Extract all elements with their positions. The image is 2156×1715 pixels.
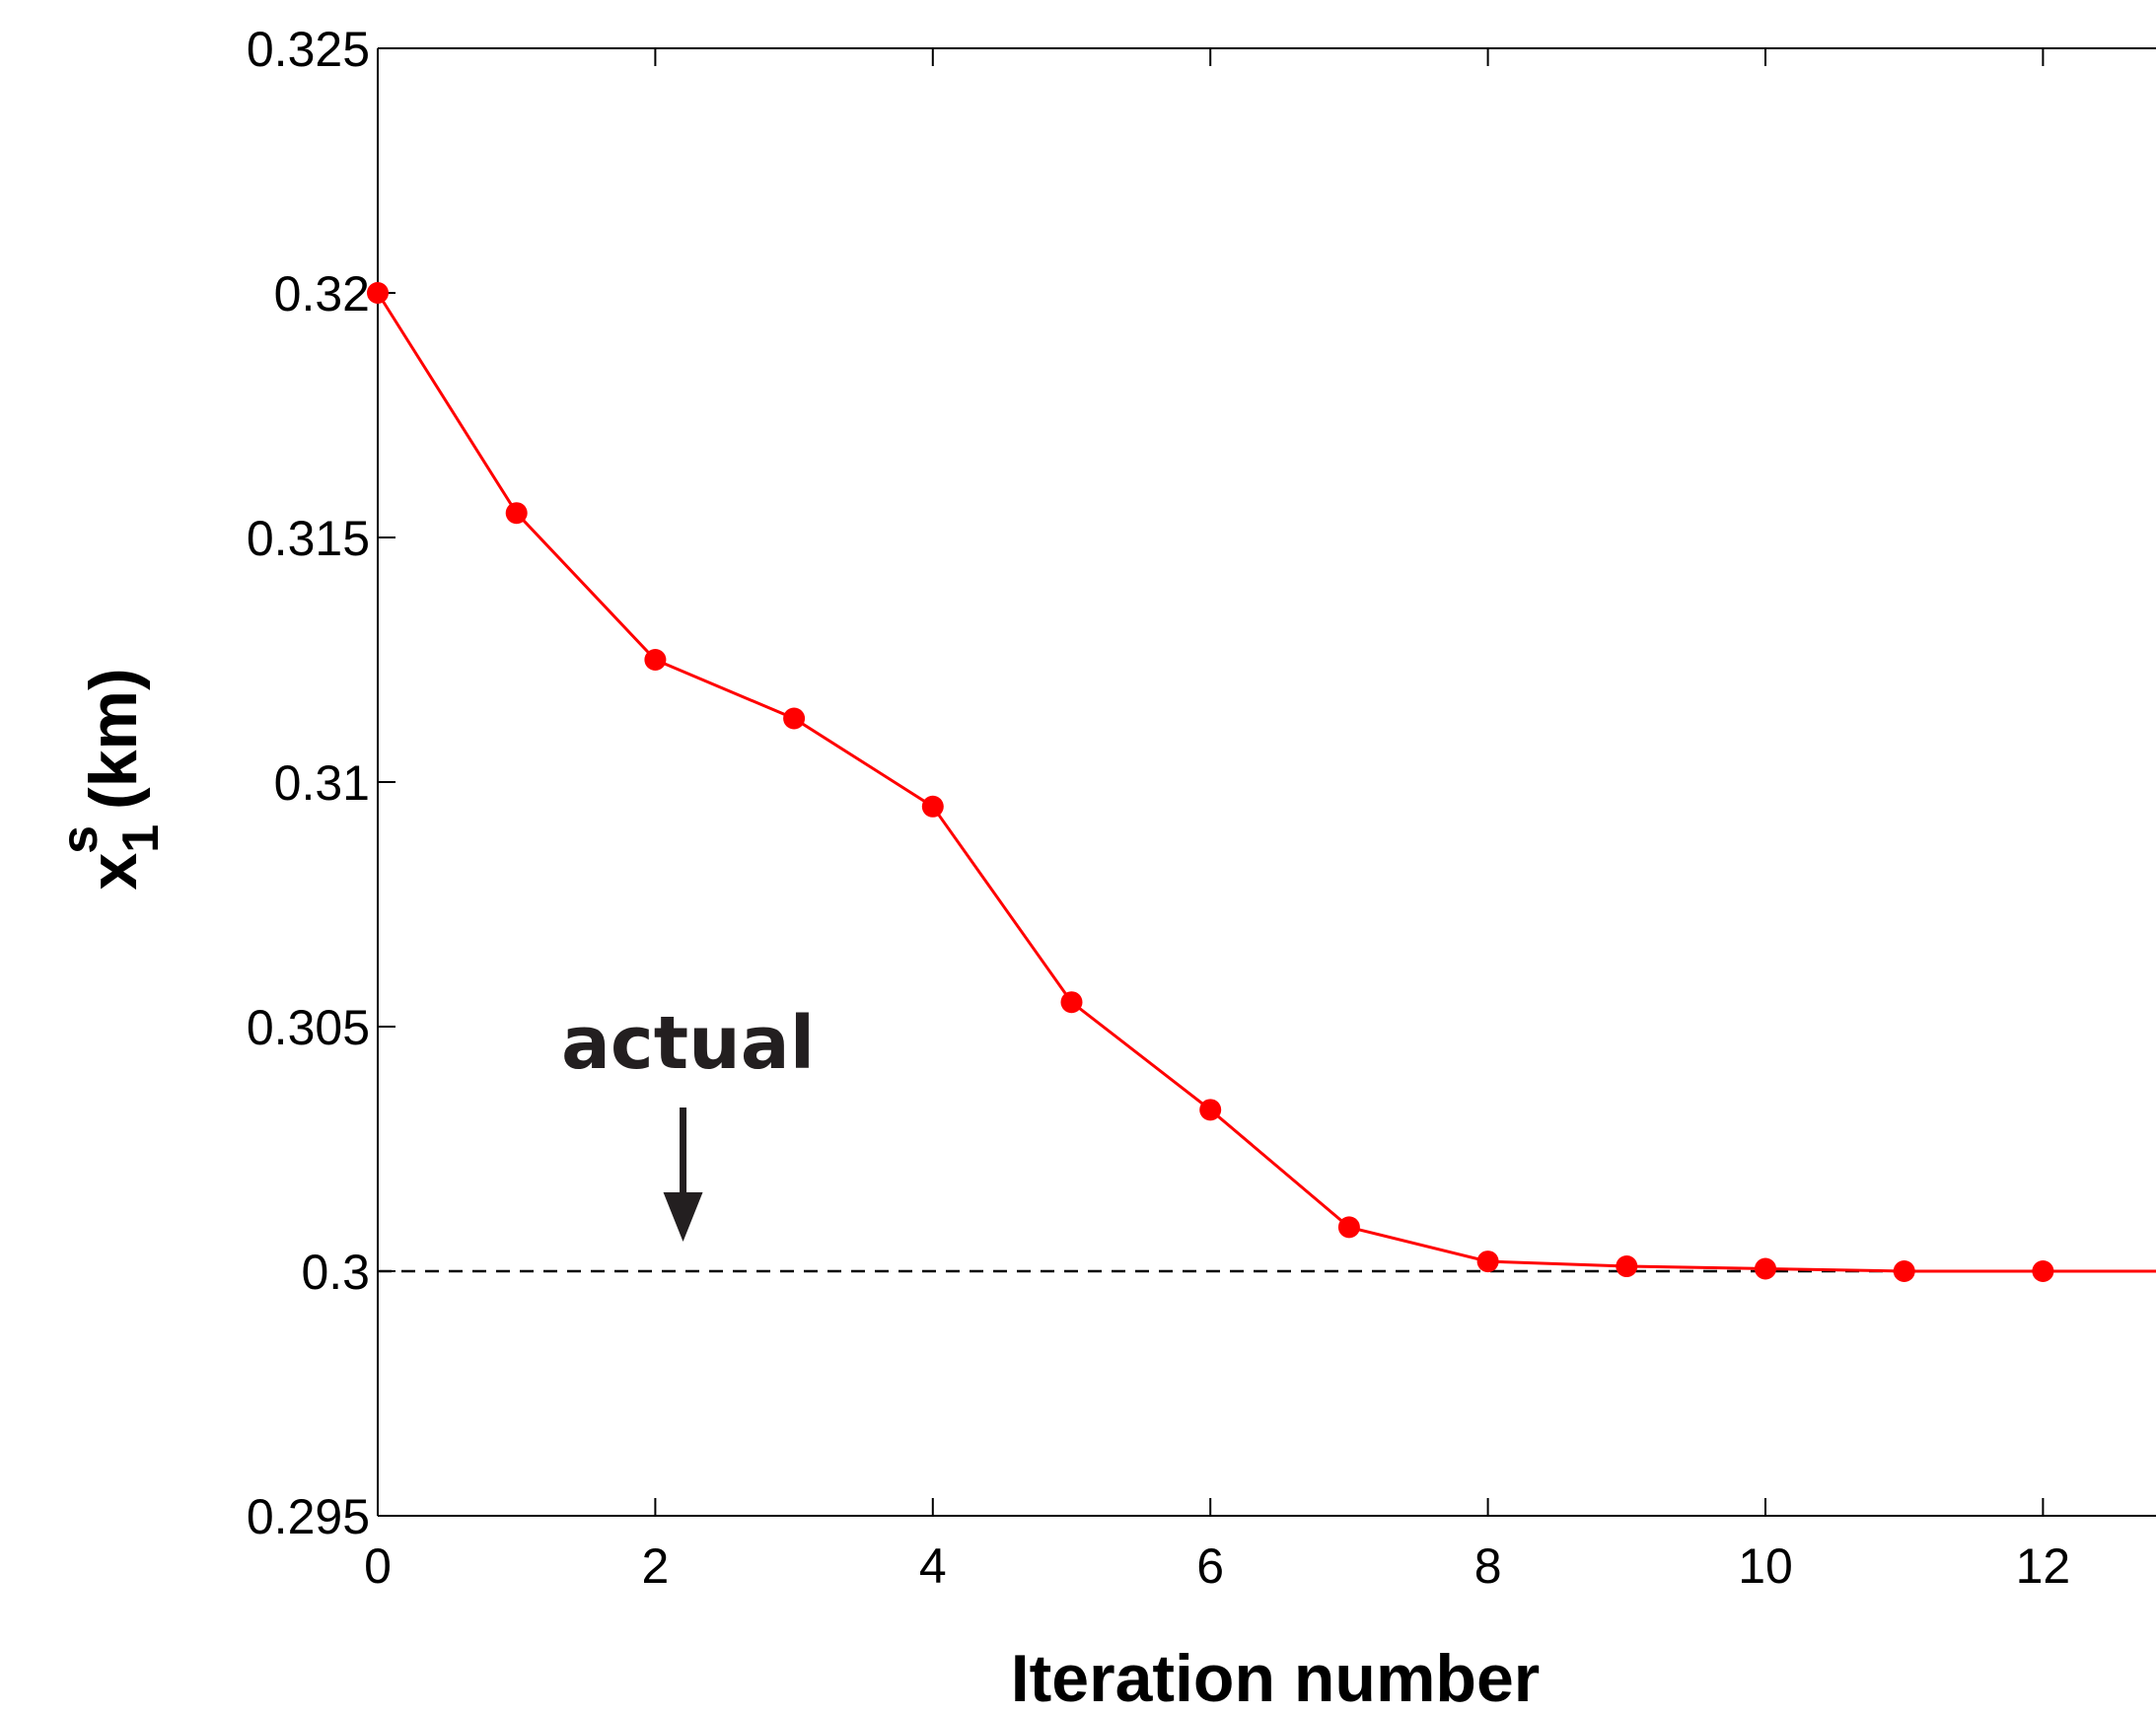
x-axis-title: Iteration number bbox=[1011, 1641, 1541, 1715]
y-axis-title-sup: s bbox=[51, 825, 108, 854]
y-tick-label: 0.31 bbox=[274, 755, 370, 811]
data-point bbox=[644, 649, 667, 671]
x-tick-label: 8 bbox=[1474, 1538, 1502, 1594]
data-point bbox=[1476, 1251, 1499, 1273]
y-axis-title-units: (km) bbox=[76, 668, 151, 810]
data-point bbox=[783, 707, 806, 730]
y-tick-label: 0.3 bbox=[301, 1245, 370, 1300]
annotation-actual-label: actual bbox=[561, 1001, 815, 1086]
data-point bbox=[367, 282, 389, 304]
annotation-arrow-head bbox=[663, 1192, 703, 1242]
y-tick-label: 0.325 bbox=[247, 22, 370, 77]
svg-text:x1s(km): x1s (km) bbox=[51, 668, 170, 890]
x-tick-label: 4 bbox=[919, 1538, 947, 1594]
y-axis-title-sub: 1 bbox=[112, 824, 170, 853]
data-point bbox=[1060, 991, 1083, 1014]
data-point bbox=[1755, 1257, 1776, 1280]
y-axis-title-var: x bbox=[76, 853, 151, 891]
series-line bbox=[376, 292, 2156, 1273]
x-tick-label: 2 bbox=[641, 1538, 669, 1594]
x-tick-label: 12 bbox=[2016, 1538, 2071, 1594]
data-point bbox=[921, 795, 944, 818]
data-point bbox=[1893, 1260, 1915, 1282]
data-point bbox=[1616, 1255, 1638, 1278]
y-tick-label: 0.295 bbox=[247, 1489, 370, 1544]
x-tick-label: 10 bbox=[1738, 1538, 1793, 1594]
data-point bbox=[1337, 1216, 1360, 1239]
data-point bbox=[505, 502, 528, 525]
axes: 0.295 0.3 0.305 0.31 0.315 0.32 0.325 0 2 4 6 8 10 12 bbox=[247, 22, 2156, 1594]
y-tick-label: 0.305 bbox=[247, 1000, 370, 1055]
y-axis-title: x1s (km) bbox=[51, 668, 170, 890]
data-point bbox=[2032, 1260, 2054, 1282]
x-tick-label: 0 bbox=[364, 1538, 392, 1594]
data-point bbox=[1199, 1099, 1222, 1121]
y-tick-label: 0.315 bbox=[247, 511, 370, 566]
axis-titles: Iteration number x1s (km) bbox=[51, 668, 1540, 1715]
annotation-group: actual bbox=[561, 1001, 815, 1242]
x-tick-label: 6 bbox=[1196, 1538, 1224, 1594]
series-group bbox=[367, 282, 2156, 1282]
y-tick-label: 0.32 bbox=[274, 266, 370, 322]
